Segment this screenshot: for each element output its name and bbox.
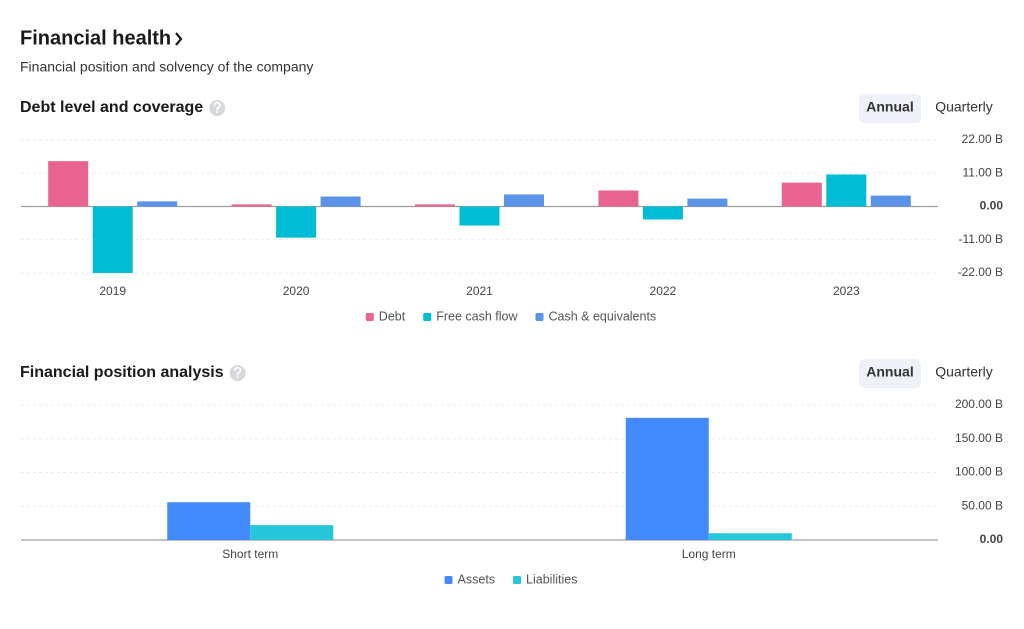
- y-tick-label: 22.00 B: [962, 132, 1003, 146]
- x-tick-label: 2020: [283, 284, 310, 298]
- bar[interactable]: [92, 206, 133, 274]
- help-icon-glyph: [213, 101, 221, 114]
- toggle-selected-bg[interactable]: [859, 94, 921, 123]
- bar[interactable]: [137, 201, 178, 207]
- bar[interactable]: [504, 194, 544, 207]
- bar[interactable]: [250, 525, 334, 540]
- bar[interactable]: [870, 195, 911, 207]
- legend-label[interactable]: Free cash flow: [436, 309, 518, 323]
- y-tick-label: 200.00 B: [955, 397, 1003, 411]
- x-tick-label: 2023: [833, 284, 860, 298]
- help-icon-glyph: [234, 366, 242, 379]
- bar[interactable]: [826, 174, 867, 207]
- bar[interactable]: [167, 502, 251, 540]
- bar[interactable]: [415, 204, 455, 207]
- legend-swatch[interactable]: [365, 313, 374, 321]
- bar[interactable]: [320, 196, 361, 207]
- legend-swatch[interactable]: [444, 576, 453, 584]
- bar[interactable]: [48, 161, 89, 207]
- y-tick-label: -11.00 B: [959, 232, 1003, 246]
- y-tick-label: 0.00: [980, 199, 1004, 213]
- x-tick-label: 2021: [466, 284, 493, 298]
- x-tick-label: Short term: [222, 547, 278, 561]
- legend-label[interactable]: Liabilities: [526, 572, 577, 586]
- bar[interactable]: [276, 206, 317, 238]
- chart-title: Debt level and coverage: [20, 99, 203, 116]
- x-tick-label: Long term: [682, 547, 736, 561]
- y-tick-label: -22.00 B: [958, 265, 1003, 279]
- bar[interactable]: [781, 182, 822, 207]
- bar[interactable]: [231, 204, 272, 207]
- legend-label[interactable]: Debt: [379, 309, 406, 323]
- bar[interactable]: [459, 206, 500, 226]
- page-title[interactable]: Financial health: [20, 27, 171, 49]
- page-subtitle: Financial position and solvency of the c…: [20, 59, 313, 75]
- bar[interactable]: [598, 190, 639, 207]
- bar[interactable]: [642, 206, 683, 220]
- x-tick-label: 2019: [99, 284, 126, 298]
- period-toggle[interactable]: Quarterly: [935, 364, 993, 380]
- bar[interactable]: [687, 198, 728, 207]
- y-tick-label: 50.00 B: [962, 498, 1003, 512]
- x-tick-label: 2022: [650, 284, 677, 298]
- y-tick-label: 11.00 B: [963, 165, 1003, 179]
- period-toggle[interactable]: Annual: [866, 99, 913, 115]
- toggle-selected-bg[interactable]: [859, 359, 921, 388]
- legend-label[interactable]: Assets: [458, 572, 496, 586]
- period-toggle[interactable]: Annual: [866, 364, 913, 380]
- bar[interactable]: [625, 417, 709, 540]
- legend-swatch[interactable]: [423, 313, 432, 321]
- bar[interactable]: [708, 533, 792, 540]
- y-tick-label: 150.00 B: [955, 431, 1003, 445]
- chevron-icon[interactable]: [175, 32, 183, 46]
- chart-title: Financial position analysis: [20, 364, 224, 381]
- y-tick-label: 0.00: [980, 532, 1004, 546]
- y-tick-label: 100.00 B: [955, 465, 1003, 479]
- legend-swatch[interactable]: [513, 576, 522, 584]
- legend-swatch[interactable]: [535, 313, 544, 321]
- period-toggle[interactable]: Quarterly: [935, 99, 993, 115]
- legend-label[interactable]: Cash & equivalents: [548, 309, 656, 323]
